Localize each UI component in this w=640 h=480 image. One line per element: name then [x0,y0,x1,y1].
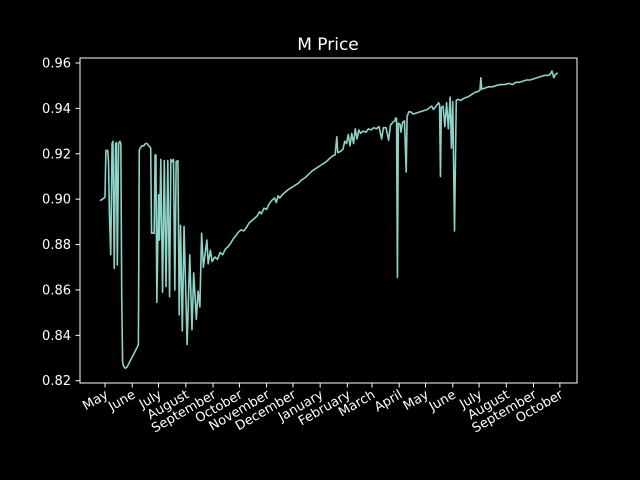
y-tick-label: 0.94 [42,102,71,117]
y-tick-label: 0.86 [42,283,71,298]
y-tick-label: 0.96 [42,56,71,71]
y-tick-label: 0.90 [42,193,71,208]
y-tick-label: 0.84 [42,329,71,344]
y-tick-label: 0.88 [42,238,71,253]
y-tick-label: 0.92 [42,147,71,162]
plot-spines [79,57,578,384]
price-line-series [99,70,559,370]
chart-title: M Price [297,35,359,55]
y-tick-label: 0.82 [42,374,71,389]
